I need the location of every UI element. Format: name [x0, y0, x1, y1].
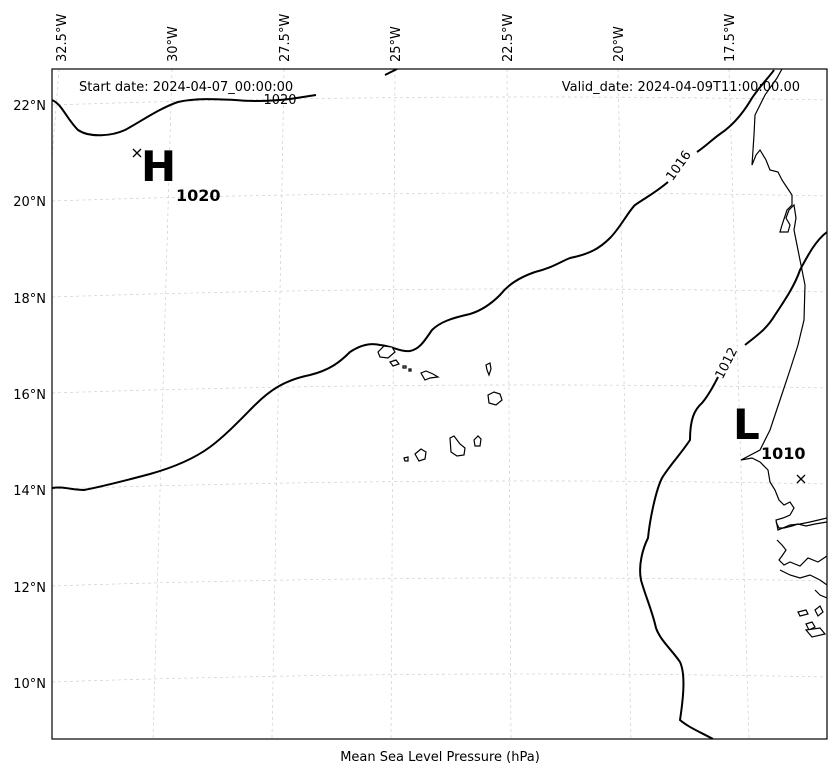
plot-area	[52, 69, 827, 739]
start-date-label: Start date: 2024-04-07_00:00:00	[79, 80, 293, 95]
plot-frame	[51, 68, 828, 740]
isobar-1016	[52, 181, 669, 492]
high-symbol: H	[141, 142, 176, 191]
lat-tick-label: 12°N	[13, 581, 46, 596]
lat-tick-label: 14°N	[13, 484, 46, 499]
low-pressure-center: L 1010	[733, 400, 806, 484]
isobar-1020-north	[384, 69, 398, 76]
isobar-label-1020: 1020	[263, 93, 296, 108]
low-symbol: L	[733, 400, 760, 449]
valid-date-label: Valid_date: 2024-04-09T11:00:00.00	[562, 80, 800, 95]
cape-verde-islands	[377, 345, 503, 462]
map-caption: Mean Sea Level Pressure (hPa)	[340, 750, 540, 765]
isobars	[52, 69, 827, 739]
lon-tick-label: 22.5°W	[501, 14, 516, 62]
high-pressure-center: H 1020	[132, 142, 221, 205]
isobar-1020-west	[52, 94, 317, 137]
low-value: 1010	[761, 444, 806, 463]
lat-tick-label: 20°N	[13, 195, 46, 210]
high-center-marker	[132, 148, 142, 158]
graticule	[52, 69, 827, 739]
longitude-ticks: 32.5°W 30°W 27.5°W 25°W 22.5°W 20°W 17.5…	[55, 14, 738, 62]
lat-tick-label: 18°N	[13, 292, 46, 307]
low-center-marker	[796, 474, 806, 484]
lon-tick-label: 25°W	[389, 26, 404, 62]
isobar-1012	[639, 376, 719, 739]
lon-tick-label: 17.5°W	[723, 14, 738, 62]
lon-tick-label: 30°W	[166, 26, 181, 62]
high-value: 1020	[176, 186, 221, 205]
latitude-ticks: 22°N 20°N 18°N 16°N 14°N 12°N 10°N	[13, 99, 46, 692]
lon-tick-label: 20°W	[612, 26, 627, 62]
isobar-1016-north	[696, 69, 775, 153]
isobar-1012-north	[744, 231, 827, 346]
lat-tick-label: 10°N	[13, 677, 46, 692]
lat-tick-label: 16°N	[13, 388, 46, 403]
lon-tick-label: 32.5°W	[55, 14, 70, 62]
lat-tick-label: 22°N	[13, 99, 46, 114]
africa-coastline	[740, 69, 827, 638]
lon-tick-label: 27.5°W	[278, 14, 293, 62]
